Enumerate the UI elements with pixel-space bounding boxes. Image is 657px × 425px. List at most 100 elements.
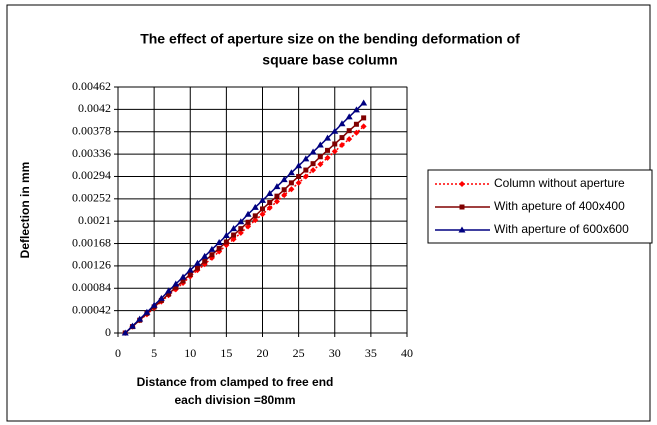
marker xyxy=(295,179,302,186)
marker xyxy=(150,301,158,308)
marker xyxy=(296,173,302,179)
marker xyxy=(317,161,324,168)
legend-label: Column without aperture xyxy=(494,176,625,190)
marker xyxy=(244,210,252,217)
marker xyxy=(186,266,194,273)
y-tick-label: 0.00126 xyxy=(72,258,111,272)
marker xyxy=(215,238,223,245)
y-tick-label: 0.0021 xyxy=(78,213,111,227)
x-tick-label: 40 xyxy=(401,346,413,360)
marker xyxy=(353,129,360,136)
marker xyxy=(230,225,238,232)
marker xyxy=(166,291,172,297)
marker xyxy=(325,147,331,153)
x-tick-label: 10 xyxy=(184,346,196,360)
marker xyxy=(274,193,280,199)
marker xyxy=(128,322,136,329)
marker xyxy=(331,148,338,155)
chart-title: The effect of aperture size on the bendi… xyxy=(140,31,520,47)
marker xyxy=(252,213,258,219)
series-line xyxy=(124,117,365,334)
marker xyxy=(288,186,295,193)
marker xyxy=(157,294,165,301)
marker xyxy=(266,189,274,196)
marker xyxy=(288,180,294,186)
y-tick-label: 0.00336 xyxy=(72,146,111,160)
x-tick-label: 0 xyxy=(115,346,121,360)
series-line xyxy=(124,102,365,334)
marker xyxy=(252,217,259,224)
marker xyxy=(361,115,367,121)
marker xyxy=(281,192,288,199)
legend-label: With apeture of 400x400 xyxy=(494,199,625,213)
y-tick-label: 0.00042 xyxy=(72,302,111,316)
marker xyxy=(259,211,266,218)
marker xyxy=(209,252,215,258)
marker xyxy=(251,203,259,210)
marker xyxy=(237,218,245,225)
marker xyxy=(222,232,230,239)
marker xyxy=(317,154,323,160)
x-tick-label: 35 xyxy=(365,346,377,360)
marker xyxy=(360,99,368,106)
marker xyxy=(245,223,252,230)
marker xyxy=(216,245,222,251)
marker xyxy=(201,252,209,259)
marker xyxy=(165,287,173,294)
marker xyxy=(231,232,237,238)
marker xyxy=(459,204,465,210)
marker xyxy=(295,162,303,169)
marker xyxy=(360,123,367,130)
marker xyxy=(353,121,359,127)
marker xyxy=(187,271,193,277)
marker xyxy=(259,196,266,203)
marker xyxy=(338,120,346,127)
marker xyxy=(346,136,353,143)
marker xyxy=(267,200,273,206)
marker xyxy=(302,155,310,162)
marker xyxy=(302,173,309,180)
marker xyxy=(346,128,352,134)
marker xyxy=(345,113,353,120)
marker xyxy=(194,265,200,271)
x-axis-title: Distance from clamped to free end xyxy=(137,375,334,389)
marker xyxy=(208,245,216,252)
marker xyxy=(121,329,129,336)
marker xyxy=(339,135,345,141)
y-tick-label: 0.00084 xyxy=(72,280,111,294)
marker xyxy=(331,127,339,134)
x-tick-label: 15 xyxy=(220,346,232,360)
marker xyxy=(180,278,186,284)
marker xyxy=(338,142,345,149)
y-axis-title: Deflection in mm xyxy=(18,162,32,259)
marker xyxy=(352,106,360,113)
marker xyxy=(245,219,251,225)
marker xyxy=(266,204,273,211)
marker xyxy=(193,259,201,266)
chart-title: square base column xyxy=(262,52,397,68)
marker xyxy=(324,154,331,161)
marker xyxy=(179,273,187,280)
legend-label: With aperture of 600x600 xyxy=(494,222,629,236)
x-tick-label: 30 xyxy=(329,346,341,360)
marker xyxy=(458,226,466,233)
marker xyxy=(280,176,288,183)
marker xyxy=(287,169,295,176)
marker xyxy=(273,183,281,190)
marker xyxy=(173,284,179,290)
marker xyxy=(223,239,229,245)
y-tick-label: 0.00462 xyxy=(72,79,111,93)
y-tick-label: 0.00252 xyxy=(72,191,111,205)
marker xyxy=(281,187,287,193)
series-line xyxy=(124,125,365,334)
y-tick-label: 0.00378 xyxy=(72,123,111,137)
marker xyxy=(238,226,244,232)
y-tick-label: 0.0042 xyxy=(78,101,111,115)
marker xyxy=(273,198,280,205)
x-tick-label: 25 xyxy=(293,346,305,360)
marker xyxy=(143,308,151,315)
x-tick-label: 5 xyxy=(151,346,157,360)
x-tick-label: 20 xyxy=(257,346,269,360)
